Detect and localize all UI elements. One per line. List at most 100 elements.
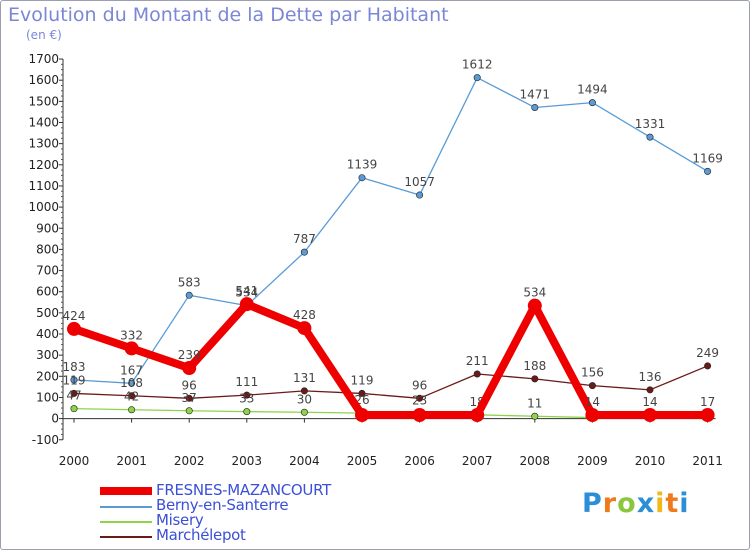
- data-point: [531, 375, 539, 383]
- legend-swatch-misery: [100, 521, 152, 523]
- data-point: [300, 387, 308, 395]
- data-point: [704, 362, 712, 370]
- data-label: 239: [178, 348, 201, 362]
- data-point: [358, 389, 366, 397]
- data-point-fresnes: [355, 408, 369, 423]
- data-label: 424: [63, 309, 86, 323]
- legend-label-fresnes: FRESNES-MAZANCOURT: [156, 481, 331, 499]
- data-label: 1331: [635, 117, 666, 131]
- data-point-fresnes: [412, 408, 427, 423]
- logo-letter: x: [636, 488, 656, 519]
- data-point: [243, 391, 251, 399]
- y-tick-label: 100: [36, 390, 59, 404]
- legend-swatch-fresnes: [100, 487, 152, 495]
- data-point: [646, 133, 654, 141]
- data-point: [128, 406, 136, 414]
- y-tick-label: 500: [36, 306, 59, 320]
- data-point-fresnes: [124, 341, 139, 356]
- data-label: 183: [63, 360, 86, 374]
- logo-letter: o: [617, 488, 637, 519]
- y-tick-label: 1500: [28, 94, 59, 108]
- data-label: 1494: [577, 83, 608, 97]
- data-point-fresnes: [67, 321, 81, 336]
- data-label: 787: [293, 232, 316, 246]
- data-point: [473, 74, 481, 82]
- series-line-0: [73, 77, 709, 384]
- y-tick-label: 900: [36, 221, 59, 235]
- y-tick-label: 1700: [28, 52, 59, 66]
- data-label: 1471: [520, 87, 551, 101]
- series-line-1: [73, 365, 709, 399]
- x-tick-label: 2002: [174, 454, 205, 468]
- legend-label-marchelepot: Marchélepot: [156, 526, 246, 544]
- data-label: 42: [124, 390, 139, 404]
- data-point-fresnes: [527, 298, 542, 313]
- data-point-fresnes: [585, 408, 600, 423]
- data-label: 1057: [404, 175, 435, 189]
- data-label: 249: [696, 346, 719, 360]
- data-point: [588, 382, 596, 390]
- logo-letter: i: [679, 488, 690, 519]
- data-label: 136: [639, 370, 662, 384]
- y-tick-label: 700: [36, 264, 59, 278]
- data-label: 211: [466, 354, 489, 368]
- chart-title: Evolution du Montant de la Dette par Hab…: [8, 4, 449, 26]
- data-label: 111: [235, 375, 258, 389]
- x-tick-label: 2011: [692, 454, 723, 468]
- data-label: 37: [182, 391, 197, 405]
- data-point: [300, 408, 308, 416]
- y-tick-label: 1000: [28, 200, 59, 214]
- y-tick-label: 0: [51, 412, 59, 426]
- x-tick-label: 2000: [59, 454, 90, 468]
- data-label: 1612: [462, 58, 493, 72]
- data-label: 428: [293, 308, 316, 322]
- logo-letter: r: [602, 488, 618, 519]
- data-point: [473, 370, 481, 378]
- data-point: [646, 386, 654, 394]
- data-point: [185, 291, 193, 299]
- data-label: 119: [63, 373, 86, 387]
- y-tick-label: -100: [32, 433, 59, 447]
- x-tick-label: 2008: [520, 454, 551, 468]
- data-point: [128, 392, 136, 400]
- data-label: 1169: [692, 151, 723, 165]
- y-tick-label: 400: [36, 327, 59, 341]
- data-label: 33: [239, 392, 254, 406]
- x-tick-label: 2005: [347, 454, 378, 468]
- y-tick-label: 200: [36, 369, 59, 383]
- x-tick-label: 2004: [289, 454, 320, 468]
- data-label: 156: [581, 366, 604, 380]
- series-line-3: [70, 300, 712, 420]
- data-point: [70, 376, 78, 384]
- x-tick-label: 2009: [577, 454, 608, 468]
- data-label: 11: [527, 396, 542, 410]
- x-tick-label: 2007: [462, 454, 493, 468]
- data-label: 96: [412, 378, 427, 392]
- data-label: 332: [120, 328, 143, 342]
- y-tick-label: 1600: [28, 73, 59, 87]
- data-point: [243, 408, 251, 416]
- data-label: 119: [351, 373, 374, 387]
- data-point: [531, 412, 539, 420]
- logo-letter: t: [665, 488, 680, 519]
- y-tick-label: 1200: [28, 158, 59, 172]
- data-label: 1139: [347, 158, 378, 172]
- data-label: 534: [235, 286, 258, 300]
- data-point: [416, 394, 424, 402]
- data-point: [185, 407, 193, 415]
- data-point: [358, 174, 366, 182]
- x-tick-label: 2001: [116, 454, 147, 468]
- data-point-fresnes: [700, 408, 715, 423]
- legend-swatch-berny: [100, 506, 152, 508]
- y-tick-label: 1100: [28, 179, 59, 193]
- data-label: 188: [523, 359, 546, 373]
- x-tick-label: 2010: [635, 454, 666, 468]
- data-label: 14: [642, 395, 657, 409]
- data-label: 534: [523, 286, 546, 300]
- data-point: [531, 103, 539, 111]
- data-point: [185, 394, 193, 402]
- data-point-fresnes: [470, 408, 485, 423]
- data-label: 30: [297, 392, 312, 406]
- data-point-fresnes: [643, 408, 657, 423]
